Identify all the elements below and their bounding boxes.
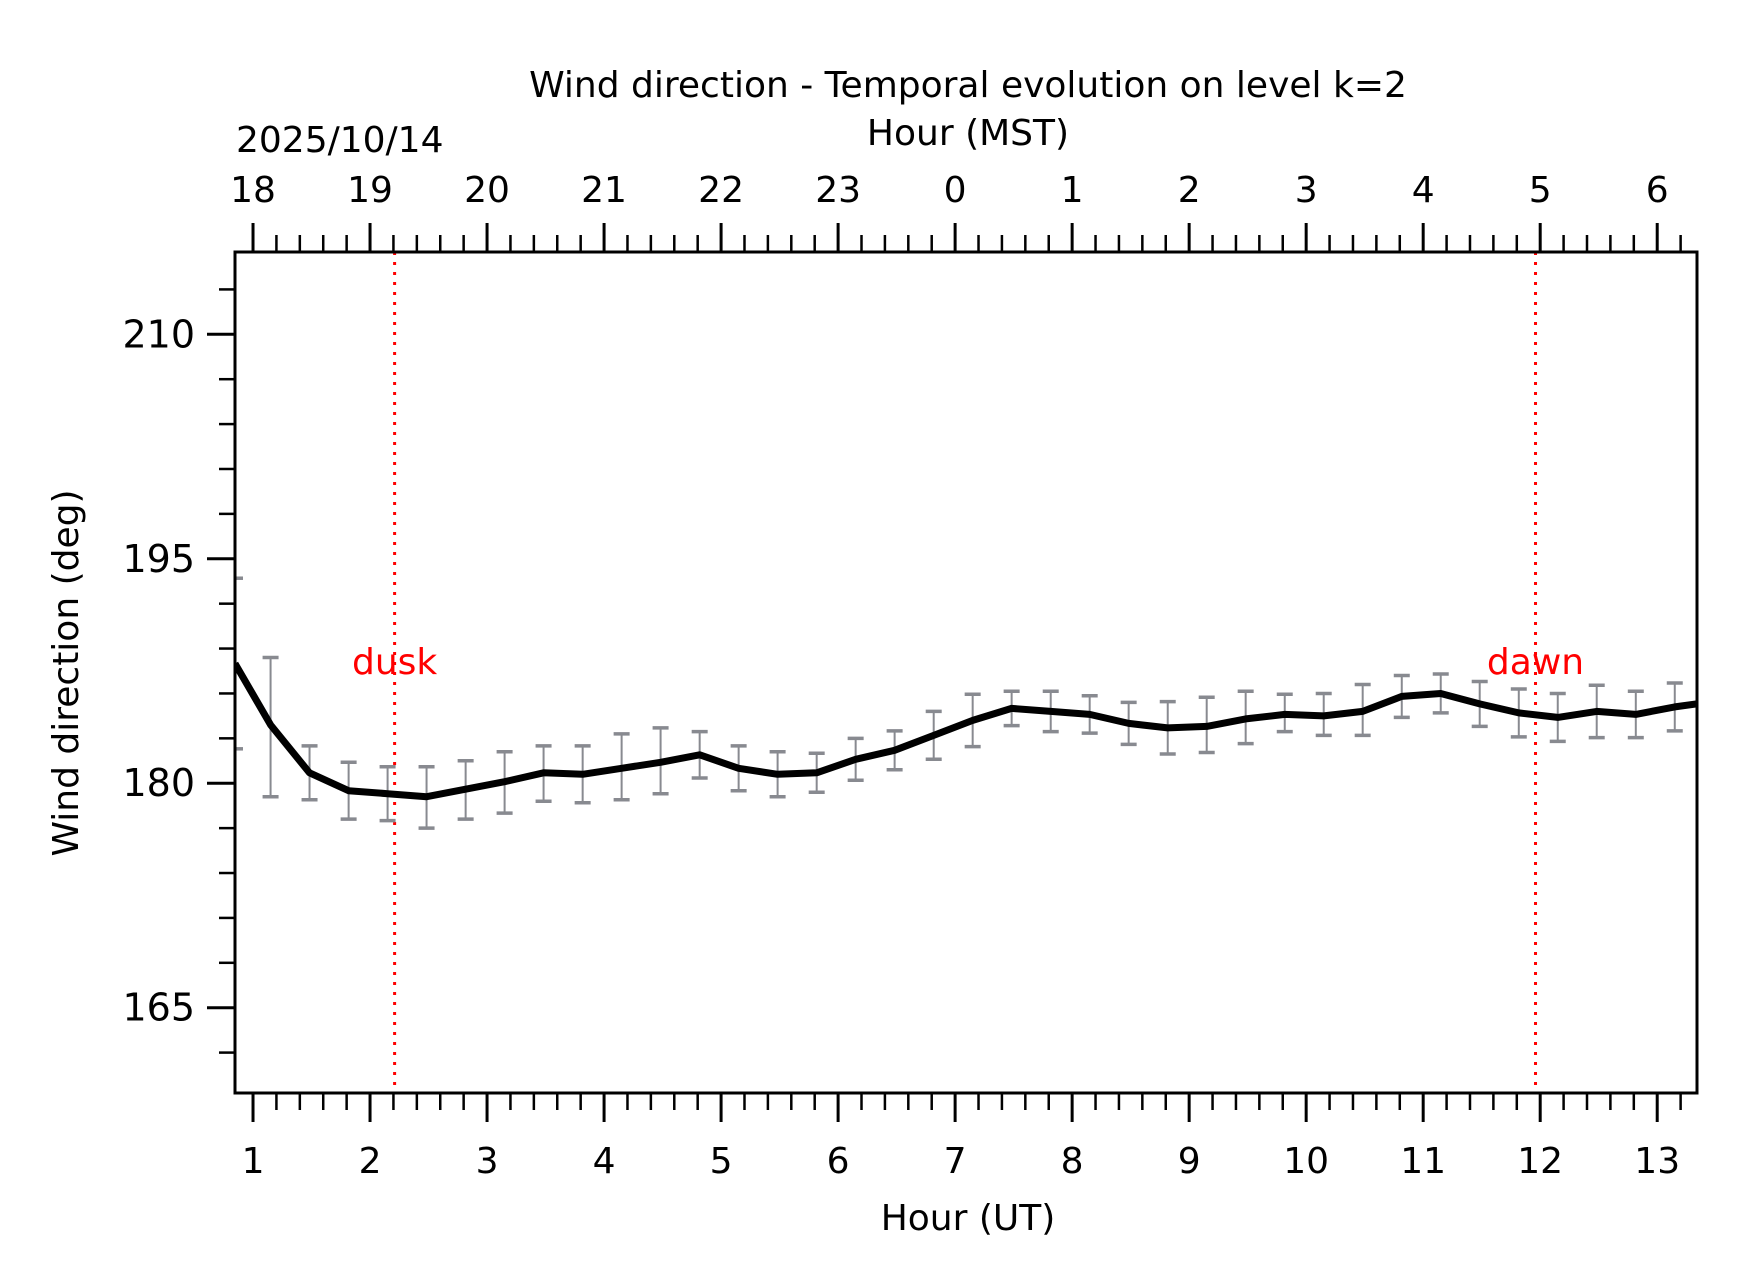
x-axis-label: Hour (UT): [881, 1198, 1056, 1239]
annotations: [393, 252, 1538, 1093]
x-tick-label: 3: [476, 1141, 499, 1182]
x2-tick-label: 5: [1529, 170, 1552, 211]
series-group: [235, 661, 1697, 801]
x2-tick-label: 3: [1295, 170, 1318, 211]
x-tick-label: 8: [1061, 1141, 1084, 1182]
y-axis-label: Wind direction (deg): [46, 489, 87, 856]
x2-tick-label: 6: [1646, 170, 1669, 211]
annotation-label-dawn: dawn: [1487, 642, 1584, 683]
x-tick-label: 13: [1634, 1141, 1680, 1182]
x2-tick-label: 19: [347, 170, 393, 211]
x-tick-label: 5: [710, 1141, 733, 1182]
x-tick-label: 10: [1283, 1141, 1329, 1182]
annotation-label-dusk: dusk: [352, 642, 437, 683]
series-line: [235, 661, 1697, 801]
x-tick-label: 12: [1517, 1141, 1563, 1182]
x2-tick-label: 18: [230, 170, 276, 211]
error-bar: [235, 576, 243, 751]
x2-tick-label: 2: [1178, 170, 1201, 211]
x-tick-label: 4: [593, 1141, 616, 1182]
x2-tick-label: 4: [1412, 170, 1435, 211]
x2-tick-label: 22: [698, 170, 744, 211]
y-tick-label: 210: [122, 312, 195, 356]
x-tick-label: 1: [242, 1141, 265, 1182]
x-tick-label: 7: [944, 1141, 967, 1182]
chart-title: Wind direction - Temporal evolution on l…: [529, 65, 1407, 106]
x-tick-label: 2: [359, 1141, 382, 1182]
x-tick-label: 11: [1400, 1141, 1446, 1182]
x2-tick-label: 21: [581, 170, 627, 211]
x-tick-label: 9: [1178, 1141, 1201, 1182]
x2-tick-label: 23: [815, 170, 861, 211]
x2-tick-label: 0: [944, 170, 967, 211]
annotation-labels: dusk dawn: [352, 642, 1584, 683]
y-tick-label: 180: [122, 761, 195, 805]
x2-axis-label: Hour (MST): [867, 113, 1069, 154]
x2-tick-label: 1: [1061, 170, 1084, 211]
x2-tick-label: 20: [464, 170, 510, 211]
y-tick-label: 195: [122, 537, 195, 581]
plot-frame: [233, 250, 1699, 1095]
date-label: 2025/10/14: [236, 120, 444, 161]
y-tick-label: 165: [122, 986, 195, 1030]
x-tick-label: 6: [827, 1141, 850, 1182]
